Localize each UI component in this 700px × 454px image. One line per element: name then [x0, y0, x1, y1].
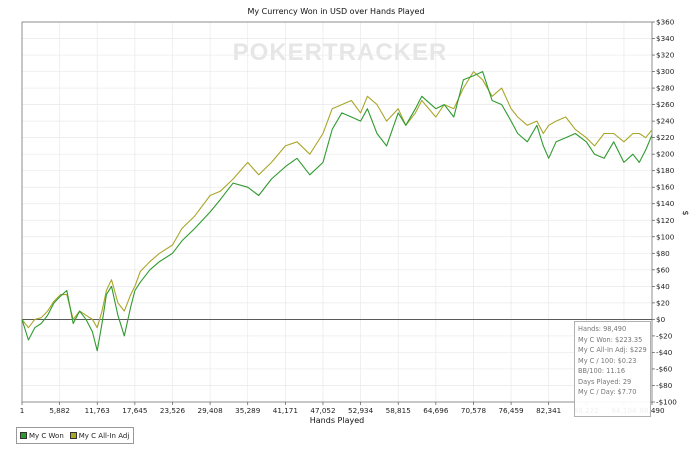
x-tick-label: 5,882	[49, 406, 70, 415]
x-tick-label: 70,578	[461, 406, 487, 415]
x-tick-label: 29,408	[198, 406, 224, 415]
y-tick-label: $280	[656, 84, 675, 93]
y-tick-label: $140	[656, 199, 675, 208]
series-lines	[21, 71, 653, 352]
x-axis-label: Hands Played	[310, 416, 364, 425]
chart-title: My Currency Won in USD over Hands Played	[247, 7, 424, 16]
legend-item-my-c-won[interactable]: My C Won	[20, 432, 64, 440]
y-tick-label: $200	[656, 150, 675, 159]
y-tick-label: $100	[656, 232, 675, 241]
x-tick-label: 41,171	[273, 406, 298, 415]
y-tick-label: $320	[656, 51, 675, 60]
x-tick-label: 17,645	[122, 406, 147, 415]
y-tick-label: $20	[656, 298, 670, 307]
x-tick-label: 82,341	[536, 406, 561, 415]
x-tick-label: 1	[20, 406, 25, 415]
y-tick-label: -$80	[656, 381, 673, 390]
summary-stats-box: Hands: 98,490 My C Won: $223.35 My C All…	[574, 321, 651, 417]
chart-legend: My C Won My C All-In Adj	[16, 427, 134, 444]
y-tick-label: -$100	[656, 398, 677, 407]
y-tick-label: $240	[656, 117, 675, 126]
series-line-my-c-won	[21, 71, 653, 352]
x-axis-ticks: 1 5,882 11,763 17,645 23,526 29,408 35,289 41,1…	[20, 402, 665, 415]
y-tick-label: $300	[656, 67, 675, 76]
stat-all-in-adj: My C All-In Adj: $229.56	[578, 346, 647, 354]
legend-swatch-my-c-won	[20, 432, 27, 439]
y-tick-label: -$60	[656, 364, 673, 373]
stat-hands: Hands: 98,490	[578, 325, 627, 333]
x-tick-label: 47,052	[310, 406, 335, 415]
stat-per-day: My C / Day: $7.70	[578, 388, 637, 396]
y-tick-label: $80	[656, 249, 670, 258]
legend-label-all-in-adj: My C All-In Adj	[78, 431, 130, 440]
x-tick-label: 64,696	[423, 406, 449, 415]
legend-label-my-c-won: My C Won	[29, 431, 64, 440]
legend-item-all-in-adj[interactable]: My C All-In Adj	[69, 431, 130, 440]
y-tick-label: $220	[656, 133, 675, 142]
stat-days-played: Days Played: 29	[578, 377, 632, 386]
y-tick-label: $60	[656, 265, 670, 274]
x-tick-label: 58,815	[386, 406, 411, 415]
legend-swatch-all-in-adj	[69, 432, 77, 439]
x-tick-label: 76,459	[498, 406, 524, 415]
x-tick-label: 23,526	[160, 406, 186, 415]
grid-lines	[21, 21, 653, 403]
stat-per-100: My C / 100: $0.23	[578, 356, 637, 365]
y-tick-label: -$40	[656, 348, 673, 357]
series-line-my-c-all-in-adj	[21, 71, 653, 329]
stat-bb-100: BB/100: 11.16	[578, 367, 626, 375]
x-tick-label: 35,289	[235, 406, 261, 415]
x-tick-label: 98,490	[639, 406, 665, 415]
x-tick-label: 52,934	[348, 406, 374, 415]
y-tick-label: $0	[656, 315, 666, 324]
plot-area-border	[21, 21, 653, 403]
x-tick-label: 11,763	[85, 406, 110, 415]
y-tick-label: $160	[656, 183, 675, 192]
y-tick-label: $340	[656, 34, 675, 43]
y-tick-label: $180	[656, 166, 675, 175]
pokertracker-watermark-logo: POKERTRACKER	[233, 39, 448, 66]
y-axis-label: $	[681, 210, 690, 215]
y-tick-label: $40	[656, 282, 670, 291]
stat-won: My C Won: $223.35	[578, 335, 643, 344]
y-tick-label: $360	[656, 18, 675, 27]
y-axis-ticks: -$100 -$80 -$60 -$40 -$20 $0 $20 $40 $60 $80 $100 $…	[652, 18, 677, 407]
y-tick-label: -$20	[656, 331, 673, 340]
y-tick-label: $260	[656, 100, 675, 109]
y-tick-label: $120	[656, 216, 675, 225]
